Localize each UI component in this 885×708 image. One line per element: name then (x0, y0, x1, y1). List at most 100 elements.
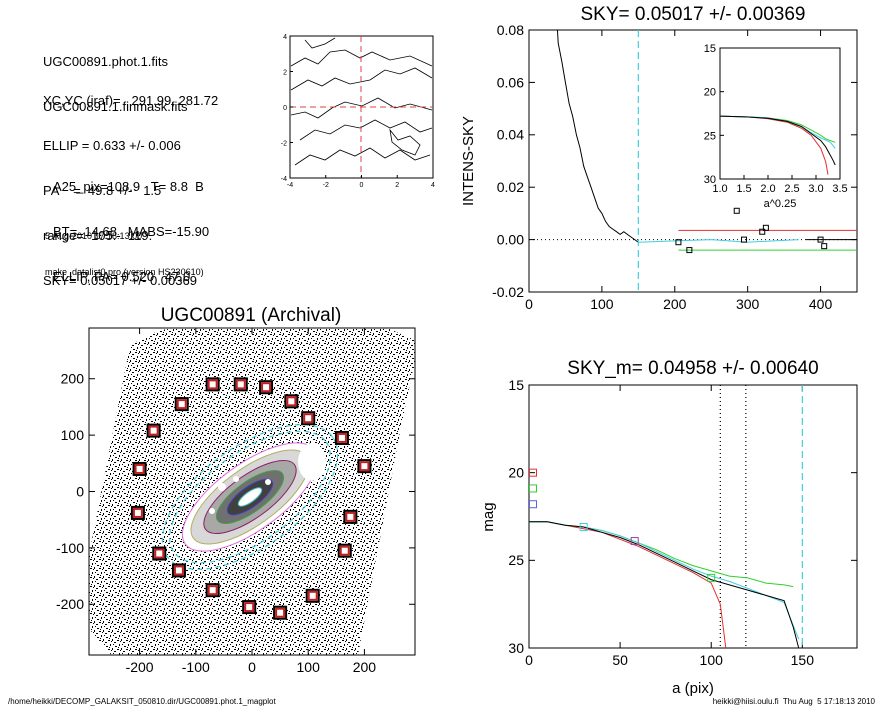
contour-xtick-label: -4 (287, 182, 293, 189)
mask-marker-inner (244, 602, 255, 613)
info-line: SKY= 0.05017 +/- 0.00369 (43, 273, 197, 288)
sky-title: SKY= 0.05017 +/- 0.00369 (580, 4, 805, 25)
mask-marker-inner (303, 413, 314, 424)
sky-ytick-label: 0.02 (497, 179, 524, 195)
inset-ytick-label: 25 (704, 130, 716, 142)
contour-ytick-label: 2 (283, 70, 287, 77)
mag-xtick-label: 0 (525, 652, 533, 668)
galaxy-xtick-label: 200 (353, 659, 377, 675)
inset-ytick-label: 20 (704, 87, 716, 99)
inset-ytick-label: 15 (704, 43, 716, 55)
inset-plot-area (720, 115, 836, 175)
mag-point (630, 537, 639, 546)
mag-point (579, 523, 588, 532)
inset-series-line (720, 115, 836, 166)
mag-point (529, 484, 537, 493)
sky-point (762, 224, 769, 231)
sky-point (741, 236, 748, 243)
galaxy-ytick-label: -200 (56, 596, 84, 612)
galaxy-xtick-label: -200 (126, 659, 154, 675)
info-line: UGC00891.1.finmask.fits (43, 99, 188, 114)
contour-ytick-label: -4 (281, 176, 287, 183)
info-line: ELLIP, PA= 0.520 47.0 (53, 269, 191, 284)
inset-xtick-label: 3.0 (808, 183, 823, 195)
info-line: range= 105.- 119. (43, 228, 153, 243)
contour-ytick-label: 0 (283, 105, 287, 112)
mask-marker-inner (275, 607, 286, 618)
info-program: make_datalist0.pro (version HS230610) (45, 267, 204, 277)
mag-point (707, 573, 716, 582)
galaxy-title: UGC00891 (Archival) (161, 305, 342, 326)
sky-panel: SKY= 0.05017 +/- 0.00369 INTENS-SKY 0 100… (460, 4, 858, 312)
contour-xtick-label: 4 (431, 182, 435, 189)
sky-profile-line (556, 30, 639, 243)
mag-point (529, 468, 537, 477)
sky-point (817, 236, 824, 243)
sky-ytick-label: 0.08 (497, 22, 524, 38)
sky-ytick-label: 0.04 (497, 127, 524, 143)
sky-xtick-label: 400 (809, 296, 833, 312)
mask-marker-inner (336, 432, 347, 443)
sky-annulus-inner (169, 430, 331, 564)
mask-blob (233, 476, 239, 482)
info-line: A25_pix=108.9 T= 8.8 B (53, 179, 204, 194)
sky-point (675, 239, 682, 246)
sky-xtick-label: 300 (736, 296, 760, 312)
inset-xtick-label: 2.5 (784, 183, 799, 195)
mag-ylabel: mag (480, 502, 497, 531)
galaxy-masked-blobs (209, 443, 326, 514)
sky-ylabel: INTENS-SKY (460, 116, 477, 206)
mask-blob (209, 508, 215, 514)
galaxy-ytick-label: 100 (61, 427, 85, 443)
footer-path: /home/heikki/DECOMP_GALAKSIT_050810.dir/… (8, 697, 276, 706)
sky-point (821, 243, 828, 250)
mag-xtick-label: 50 (612, 652, 628, 668)
mask-marker-inner (339, 545, 350, 556)
mask-marker-inner (207, 379, 218, 390)
sky-ytick-label: -0.02 (492, 284, 524, 300)
inset-frame (719, 47, 841, 180)
sky-point (686, 247, 693, 254)
mask-marker-inner (235, 379, 246, 390)
info-line: XC,YC (iraf)= 291.99, 281.72 (43, 93, 219, 108)
inset-xlabel: a^0.25 (764, 198, 797, 210)
contour-ytick-label: 4 (283, 34, 287, 41)
galaxy-ytick-label: 0 (76, 483, 84, 499)
galaxy-ytick-label: 200 (61, 371, 85, 387)
mask-marker-inner (286, 396, 297, 407)
mask-marker-inner (207, 585, 218, 596)
info-fit-lines: XC,YC (iraf)= 291.99, 281.72 ELLIP = 0.6… (43, 63, 218, 303)
info-meta-lines: 5-Aug-2010 17:18:13.00 make_datalist0.pr… (45, 206, 204, 290)
mask-marker-inner (345, 511, 356, 522)
contour-lines (290, 37, 433, 166)
galaxy-xtick-label: -100 (182, 659, 210, 675)
mask-blob (298, 443, 326, 481)
sky-xtick-label: 100 (590, 296, 614, 312)
sky-xtick-label: 0 (525, 296, 533, 312)
mask-blob (265, 479, 271, 485)
mag-ytick-label: 20 (508, 465, 524, 481)
info-catalog-lines: A25_pix=108.9 T= 8.8 B BT= 14.68 MABS=-1… (53, 149, 209, 299)
sky-frame (528, 29, 858, 293)
galaxy-panel: UGC00891 (Archival) -200 (56, 305, 416, 675)
info-line: ELLIP = 0.633 +/- 0.006 (43, 138, 181, 153)
inset-panel: a^0.25 1.0 1.5 2.0 2.5 3.0 3.5 15 20 25 30 (704, 43, 848, 210)
mask-blob (218, 483, 226, 491)
sky-point (733, 207, 740, 214)
mag-frame (528, 384, 858, 649)
info-date: 5-Aug-2010 17:18:13.00 (45, 231, 143, 241)
footer-user-date: heikki@hiisi.oulu.fi Thu Aug 5 17:18:13 … (712, 697, 875, 706)
inset-xtick-label: 3.5 (832, 183, 847, 195)
mag-ytick-label: 15 (508, 377, 524, 393)
sky-ytick-label: 0.06 (497, 74, 524, 90)
contour-xtick-label: -2 (323, 182, 329, 189)
mask-marker-inner (173, 565, 184, 576)
inset-ytick-label: 30 (704, 174, 716, 186)
mask-marker-inner (154, 548, 165, 559)
info-line: PA = 49.8 +/- 1.5 (43, 183, 162, 198)
contour-ytick-label: -2 (281, 141, 287, 148)
mag-ytick-label: 25 (508, 552, 524, 568)
mask-marker-inner (176, 399, 187, 410)
mag-ytick-label: 30 (508, 640, 524, 656)
